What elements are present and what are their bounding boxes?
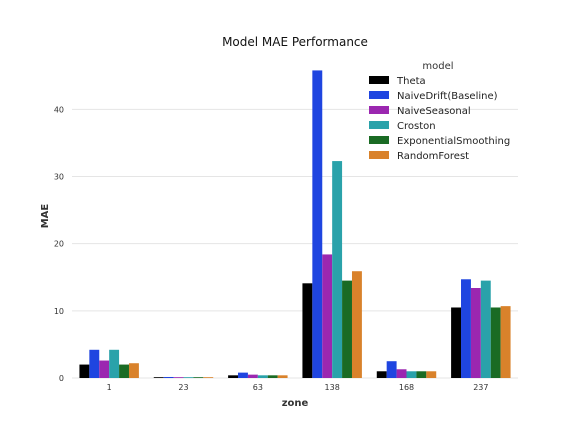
y-tick-label-3: 30: [54, 173, 64, 182]
legend-swatch-5: [369, 151, 389, 159]
legend: model Theta NaiveDrift(Baseline) NaiveSeas…: [369, 61, 510, 162]
chart-title: Model MAE Performance: [222, 35, 368, 49]
bar-1-4: [119, 364, 129, 378]
x-tick-label-168: 168: [399, 383, 414, 392]
bar-23-3: [183, 377, 194, 378]
bar-138-5: [351, 271, 362, 378]
bar-168-4: [416, 371, 427, 378]
y-tick-label-2: 20: [54, 240, 64, 249]
x-tick-label-1: 1: [107, 383, 112, 392]
legend-label-1: NaiveDrift(Baseline): [397, 91, 498, 102]
x-tick-label-138: 138: [325, 383, 340, 392]
legend-swatch-0: [369, 76, 389, 84]
bar-237-4: [490, 307, 501, 378]
legend-swatch-3: [369, 121, 389, 129]
y-tick-label-1: 10: [54, 307, 64, 316]
bar-138-2: [322, 254, 333, 378]
bar-63-4: [267, 375, 278, 378]
bar-23-2: [173, 377, 184, 378]
bar-63-2: [247, 374, 258, 378]
bar-23-5: [203, 377, 214, 378]
bar-23-0: [153, 377, 164, 378]
bar-23-4: [193, 377, 204, 378]
bar-1-1: [89, 349, 100, 378]
bar-168-5: [426, 371, 437, 378]
bar-168-0: [376, 371, 387, 378]
axis-layer: Model MAE Performance zone MAE 0 10 20 30 40…: [40, 35, 488, 409]
legend-swatch-1: [369, 91, 389, 99]
legend-swatch-4: [369, 136, 389, 144]
bar-168-2: [396, 369, 407, 378]
x-tick-label-63: 63: [253, 383, 263, 392]
bar-237-5: [500, 306, 511, 378]
legend-label-5: RandomForest: [397, 151, 469, 162]
bar-237-0: [451, 307, 462, 378]
bar-138-4: [342, 280, 352, 378]
legend-title: model: [422, 61, 453, 72]
bar-168-1: [386, 361, 397, 378]
x-tick-label-23: 23: [178, 383, 188, 392]
bars-layer: [79, 70, 511, 378]
y-tick-label-0: 0: [59, 374, 64, 383]
bar-63-1: [238, 372, 248, 378]
bar-237-3: [480, 280, 491, 378]
bar-138-0: [302, 283, 313, 378]
bar-63-5: [277, 375, 288, 378]
legend-swatch-2: [369, 106, 389, 114]
bar-1-3: [109, 349, 120, 378]
legend-label-4: ExponentialSmoothing: [397, 136, 510, 147]
bar-23-1: [163, 376, 174, 378]
x-axis-title: zone: [282, 398, 309, 409]
legend-label-2: NaiveSeasonal: [397, 106, 471, 117]
bar-1-0: [79, 364, 90, 378]
bar-63-3: [257, 375, 268, 378]
bar-138-1: [312, 70, 323, 378]
bar-63-0: [228, 375, 239, 378]
bar-237-1: [461, 279, 471, 378]
y-axis-title: MAE: [40, 204, 51, 229]
bar-1-2: [99, 360, 110, 378]
legend-label-3: Croston: [397, 121, 436, 132]
bar-237-2: [470, 288, 481, 378]
bar-138-3: [332, 161, 343, 378]
legend-label-0: Theta: [396, 76, 426, 87]
grid-layer: [72, 108, 518, 379]
bar-168-3: [406, 371, 417, 378]
x-tick-label-237: 237: [473, 383, 488, 392]
bar-1-5: [128, 363, 139, 378]
y-tick-label-4: 40: [54, 105, 64, 114]
